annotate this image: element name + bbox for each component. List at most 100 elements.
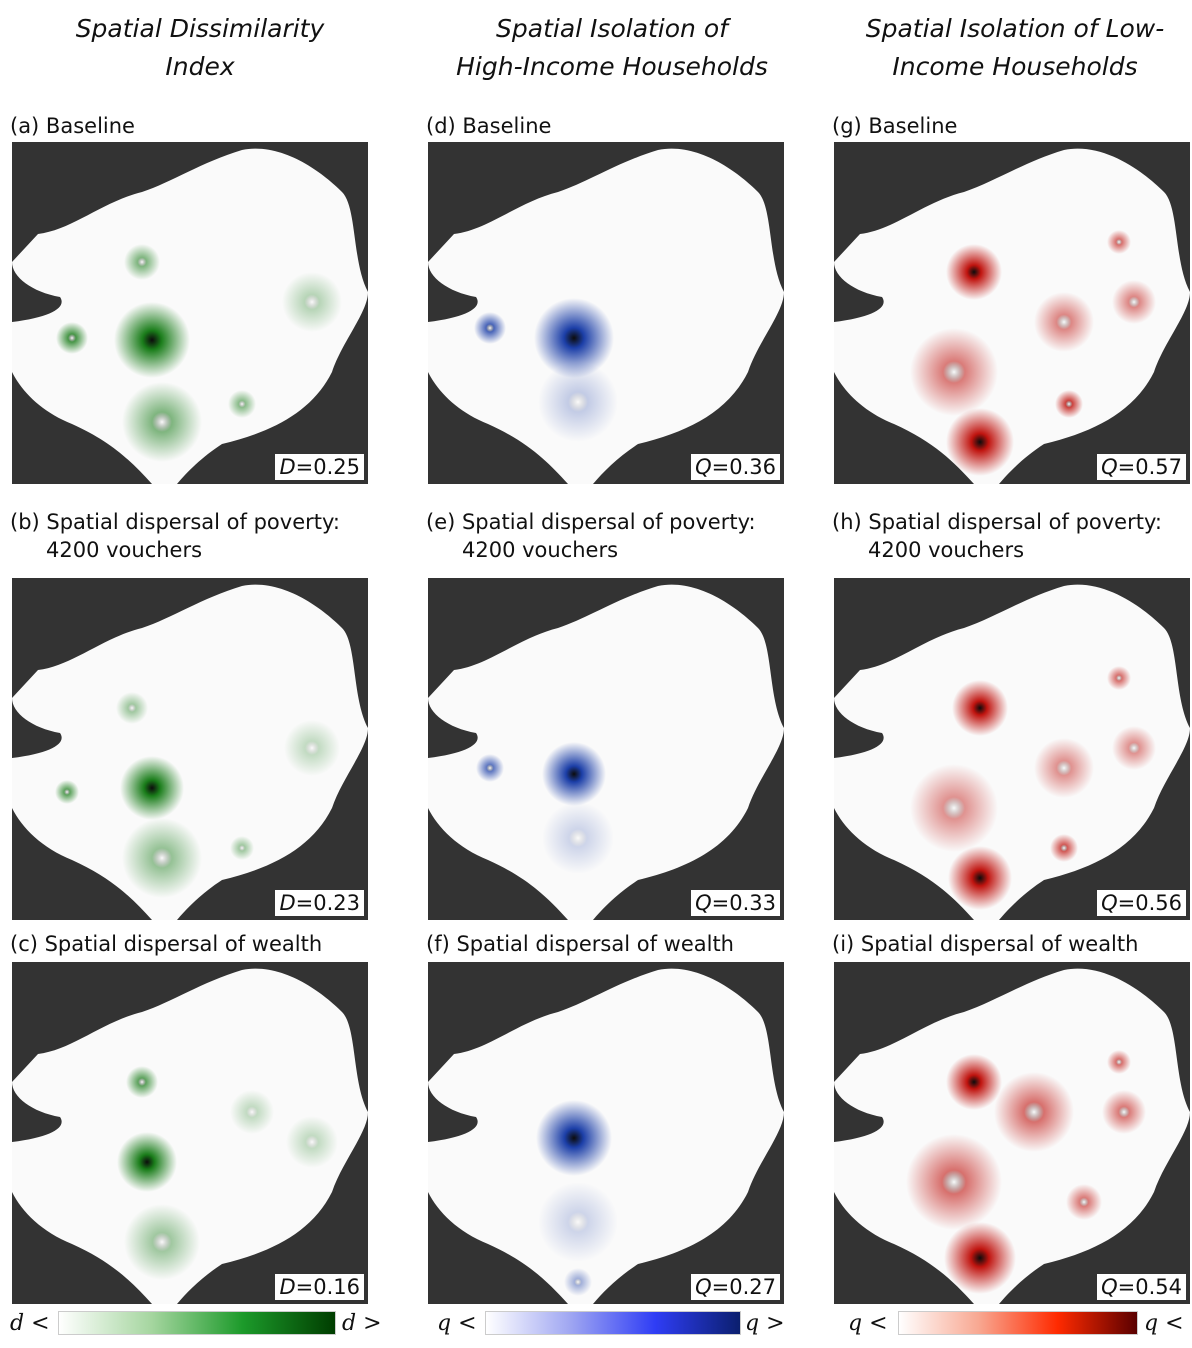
panel-caption: (c) Spatial dispersal of wealth (10, 930, 322, 958)
hotspot (1112, 280, 1156, 324)
map-svg (12, 968, 368, 1304)
region-outline (428, 584, 784, 920)
hotspot (282, 272, 342, 332)
hotspot (1034, 738, 1094, 798)
column-title-low-income: Spatial Isolation of Low- Income Househo… (815, 10, 1192, 86)
hotspot (538, 362, 618, 442)
map-svg (428, 584, 784, 920)
hotspot (114, 302, 190, 378)
hotspot (476, 754, 504, 782)
hotspot (116, 692, 148, 724)
index-symbol: Q (695, 455, 712, 479)
hotspot (946, 1054, 1002, 1110)
panel-caption: (b) Spatial dispersal of poverty: 4200 vo… (10, 508, 340, 564)
index-value-label: Q=0.57 (1097, 454, 1186, 480)
hotspot (117, 1132, 177, 1192)
panel-caption-line1: (c) Spatial dispersal of wealth (10, 932, 323, 956)
hotspot (948, 846, 1012, 910)
colorbar-right-label: q < (1144, 1311, 1184, 1336)
hotspot (946, 244, 1002, 300)
region-outline (12, 968, 368, 1304)
panel-caption: (i) Spatial dispersal of wealth (832, 930, 1138, 958)
hotspot (538, 1182, 618, 1262)
map-svg (834, 148, 1190, 484)
index-value-label: Q=0.56 (1097, 890, 1186, 916)
hotspot (910, 328, 998, 416)
panel-caption-line1: (i) Spatial dispersal of wealth (832, 932, 1139, 956)
map-svg (12, 148, 368, 484)
region-outline (12, 148, 368, 484)
index-value: =0.25 (295, 455, 360, 479)
index-symbol: Q (1101, 891, 1118, 915)
hotspot (564, 1268, 592, 1296)
index-value-label: Q=0.33 (691, 890, 780, 916)
column-title-dissimilarity: Spatial Dissimilarity Index (0, 10, 400, 86)
panel-caption: (d) Baseline (426, 112, 551, 140)
hotspot (286, 1116, 338, 1168)
region-outline (12, 584, 368, 920)
hotspot (230, 1090, 274, 1134)
panel-caption: (g) Baseline (832, 112, 957, 140)
index-value: =0.54 (1117, 1275, 1182, 1299)
column-title-line2: Income Households (892, 52, 1138, 81)
map-panel: Q=0.57 (834, 142, 1190, 484)
index-symbol: D (279, 891, 296, 915)
index-value: =0.57 (1117, 455, 1182, 479)
index-value: =0.33 (711, 891, 776, 915)
panel-caption-line2: 4200 vouchers (46, 538, 203, 562)
panel-caption-line1: (a) Baseline (10, 114, 135, 138)
index-symbol: D (279, 455, 296, 479)
hotspot (1034, 292, 1094, 352)
index-symbol: Q (1101, 1275, 1118, 1299)
map-panel: Q=0.56 (834, 578, 1190, 920)
hotspot (230, 836, 254, 860)
hotspot (55, 780, 79, 804)
panel-caption: (e) Spatial dispersal of poverty: 4200 vo… (426, 508, 756, 564)
hotspot (536, 1100, 612, 1176)
panel-caption-line1: (d) Baseline (426, 114, 552, 138)
map-panel: D=0.16 (12, 962, 368, 1304)
index-symbol: Q (695, 891, 712, 915)
index-value-label: D=0.23 (275, 890, 364, 916)
map-panel: Q=0.54 (834, 962, 1190, 1304)
hotspot (120, 756, 184, 820)
hotspot (952, 680, 1008, 736)
map-panel: D=0.23 (12, 578, 368, 920)
panel-caption: (h) Spatial dispersal of poverty: 4200 vo… (832, 508, 1162, 564)
column-title-line1: Spatial Isolation of Low- (865, 14, 1165, 43)
index-symbol: Q (1101, 455, 1118, 479)
panel-caption-line2: 4200 vouchers (462, 538, 619, 562)
hotspot (542, 742, 606, 806)
colorbar-dissimilarity: d < d > (10, 1310, 382, 1338)
colorbar-left-label: d < (10, 1311, 50, 1336)
index-value-label: D=0.16 (275, 1274, 364, 1300)
hotspot (910, 764, 998, 852)
index-symbol: Q (695, 1275, 712, 1299)
index-value-label: Q=0.27 (691, 1274, 780, 1300)
hotspot (56, 322, 88, 354)
map-panel: Q=0.27 (428, 962, 784, 1304)
map-svg (428, 148, 784, 484)
column-title-line1: Spatial Isolation of (496, 14, 728, 43)
index-value: =0.23 (295, 891, 360, 915)
hotspot (1112, 726, 1156, 770)
map-svg (12, 584, 368, 920)
colorbar-gradient (58, 1311, 336, 1335)
index-value: =0.36 (711, 455, 776, 479)
column-title-line1: Spatial Dissimilarity (75, 14, 325, 43)
index-value: =0.16 (295, 1275, 360, 1299)
colorbar-left-label: q < (848, 1311, 888, 1336)
column-title-line2: Index (165, 52, 235, 81)
panel-caption-line1: (f) Spatial dispersal of wealth (426, 932, 734, 956)
index-value-label: Q=0.36 (691, 454, 780, 480)
index-value: =0.56 (1117, 891, 1182, 915)
hotspot (1055, 390, 1083, 418)
hotspot (906, 1134, 1002, 1230)
panel-caption-line1: (h) Spatial dispersal of poverty: (832, 510, 1162, 534)
hotspot (228, 390, 256, 418)
hotspot (1102, 1090, 1146, 1134)
index-value: =0.27 (711, 1275, 776, 1299)
map-panel: D=0.25 (12, 142, 368, 484)
index-value-label: Q=0.54 (1097, 1274, 1186, 1300)
hotspot (474, 312, 506, 344)
